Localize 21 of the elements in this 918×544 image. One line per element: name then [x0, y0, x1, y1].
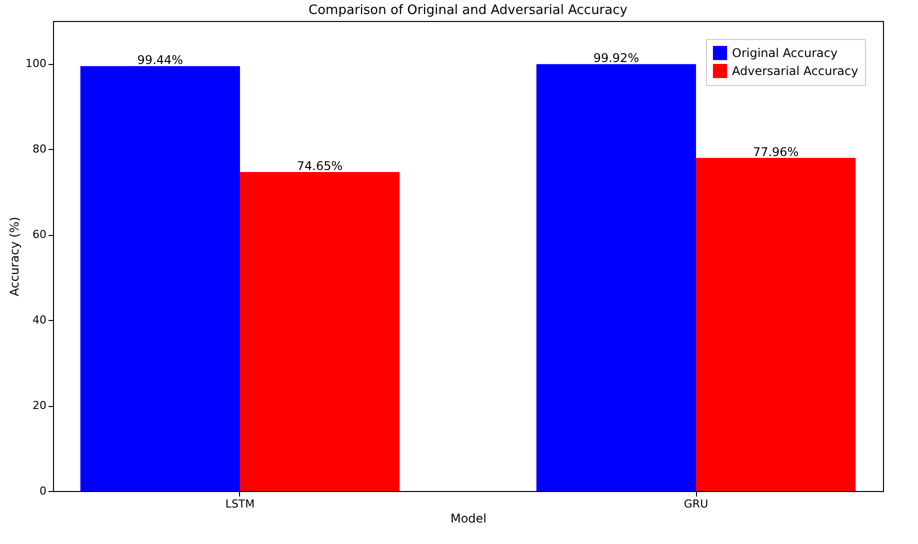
y-tick-label: 20 [32, 399, 46, 412]
y-tick-label: 60 [32, 228, 46, 242]
bar [536, 64, 696, 491]
bar [240, 172, 400, 491]
x-axis-title: Model [450, 512, 487, 526]
legend-label: Original Accuracy [732, 46, 838, 60]
y-tick-label: 0 [40, 484, 46, 498]
data-label: 99.92% [593, 51, 640, 66]
x-tick-label: LSTM [225, 498, 255, 510]
bar [696, 158, 856, 491]
legend-label: Adversarial Accuracy [732, 64, 858, 78]
data-label: 99.44% [137, 53, 184, 68]
bar [80, 66, 240, 491]
data-label: 74.65% [296, 159, 343, 174]
y-tick-label: 80 [32, 142, 46, 156]
chart-title: Comparison of Original and Adversarial Accuracy [308, 3, 628, 18]
data-label: 77.96% [752, 144, 799, 159]
y-tick-label: 100 [26, 57, 46, 70]
y-axis-title: Accuracy (%) [8, 216, 22, 296]
x-tick-label: GRU [684, 498, 708, 510]
y-tick-label: 40 [32, 314, 46, 327]
